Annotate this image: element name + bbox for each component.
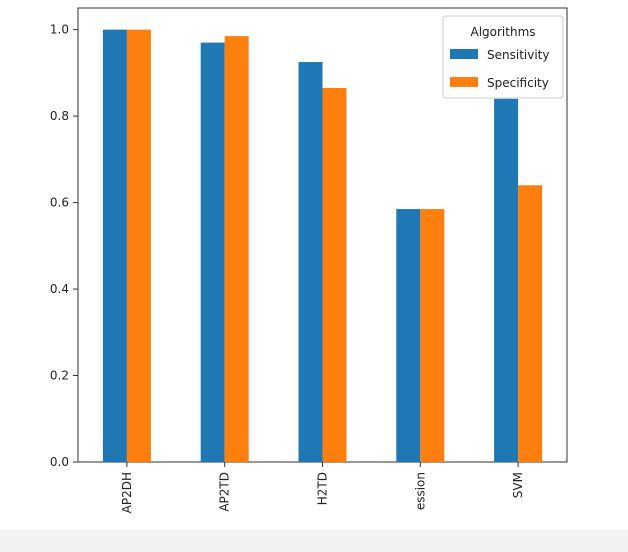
x-tick-label: AP2TD bbox=[218, 472, 232, 512]
y-tick-label: 0.2 bbox=[50, 369, 69, 383]
y-tick-label: 0.8 bbox=[50, 109, 69, 123]
y-tick-label: 0.6 bbox=[50, 196, 69, 210]
x-tick-label: AP2DH bbox=[120, 472, 134, 513]
bar-chart: 0.0 0.2 0.4 0.6 0.8 1.0 AP2DH AP2TD H2TD ession S… bbox=[50, 7, 568, 513]
y-tick-label: 0.4 bbox=[50, 282, 69, 296]
bar-specificity-0 bbox=[126, 29, 151, 462]
bar-sensitivity-2 bbox=[298, 62, 323, 463]
y-tick-label: 0.0 bbox=[50, 455, 69, 469]
legend-swatch-sensitivity bbox=[450, 49, 478, 59]
bar-sensitivity-1 bbox=[200, 42, 225, 462]
x-axis: AP2DH AP2TD H2TD ession SVM bbox=[120, 462, 525, 513]
bar-specificity-2 bbox=[322, 87, 347, 462]
bar-sensitivity-4 bbox=[494, 98, 519, 463]
legend: Algorithms Sensitivity Specificity bbox=[442, 15, 564, 99]
legend-label-specificity: Specificity bbox=[487, 76, 549, 90]
bars-group bbox=[102, 29, 543, 463]
x-tick-label: H2TD bbox=[316, 472, 330, 505]
y-tick-label: 1.0 bbox=[50, 23, 69, 37]
bar-specificity-1 bbox=[224, 36, 249, 462]
bar-sensitivity-3 bbox=[396, 209, 421, 462]
legend-swatch-specificity bbox=[450, 77, 478, 87]
bottom-strip bbox=[0, 530, 628, 552]
legend-label-sensitivity: Sensitivity bbox=[487, 48, 549, 62]
bar-specificity-3 bbox=[420, 209, 445, 462]
x-tick-label: ession bbox=[413, 472, 427, 510]
legend-title: Algorithms bbox=[470, 25, 535, 39]
y-axis: 0.0 0.2 0.4 0.6 0.8 1.0 bbox=[50, 23, 78, 469]
bar-specificity-4 bbox=[518, 185, 543, 462]
bar-sensitivity-0 bbox=[102, 29, 127, 462]
x-tick-label: SVM bbox=[511, 472, 525, 498]
